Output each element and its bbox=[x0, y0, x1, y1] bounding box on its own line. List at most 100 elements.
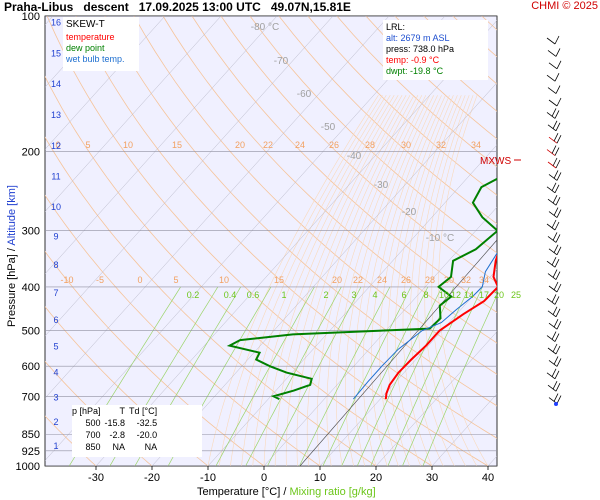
profile-lines bbox=[226, 177, 497, 401]
mixing-ratio-label: 12 bbox=[451, 290, 461, 300]
mixing-ratio-label: 1 bbox=[281, 290, 286, 300]
x-axis-separator: / bbox=[283, 486, 287, 498]
altitude-tick-label: 6 bbox=[53, 315, 58, 325]
dry-adiabat-line bbox=[249, 16, 497, 254]
mixing-ratio-label: 17 bbox=[479, 290, 489, 300]
wind-barb-shaft bbox=[546, 372, 556, 380]
isotherm-line bbox=[45, 16, 390, 399]
dry-adiabat-label: -10 °C bbox=[426, 233, 454, 244]
wind-barb-flag bbox=[551, 145, 557, 154]
pressure-tick-label: 200 bbox=[22, 146, 40, 158]
pressure-tick-label: 1000 bbox=[16, 461, 40, 473]
sounding-datetime: 17.09.2025 13:00 UTC bbox=[138, 0, 261, 14]
mixing-ratio-label: 25 bbox=[511, 290, 521, 300]
moist-adiabat-label: 15 bbox=[172, 140, 182, 150]
moist-adiabat-line bbox=[306, 95, 415, 466]
wind-barb-shaft bbox=[547, 347, 557, 355]
pressure-tick-label: 600 bbox=[22, 361, 40, 373]
wind-barb-shaft bbox=[546, 112, 556, 119]
wind-barb-shaft bbox=[547, 50, 557, 57]
mixing-ratio-label: 3 bbox=[351, 290, 356, 300]
wind-barb-flag bbox=[556, 172, 562, 181]
reference-diagonal-line bbox=[299, 239, 497, 466]
wind-barb-flag bbox=[554, 259, 560, 268]
pressure-tick-label: 500 bbox=[22, 326, 40, 338]
wind-barb-flag bbox=[551, 182, 557, 191]
altitude-tick-label: 15 bbox=[51, 48, 61, 58]
wind-barb-flag bbox=[551, 331, 557, 340]
wind-barb-shaft bbox=[548, 248, 558, 256]
moist-adiabat-label: 28 bbox=[365, 140, 375, 150]
wind-barb-shaft bbox=[546, 335, 556, 342]
station-name: Praha-Libus bbox=[4, 0, 74, 14]
wind-barbs bbox=[546, 35, 562, 406]
moist-adiabat-label: 10 bbox=[123, 140, 133, 150]
wind-barb-shaft bbox=[546, 186, 556, 194]
wind-barb-flag bbox=[552, 120, 558, 129]
wind-barb-flag bbox=[552, 195, 558, 204]
moist-adiabat-line bbox=[431, 95, 478, 466]
moist-adiabat-label: 10 bbox=[219, 275, 229, 285]
wind-barb-shaft bbox=[546, 149, 556, 156]
isotherm-line bbox=[45, 16, 166, 150]
lrl-title: LRL: bbox=[386, 22, 406, 32]
temperature-tick-label: -30 bbox=[88, 472, 104, 484]
moist-adiabat-line bbox=[274, 95, 403, 466]
x-axis-mix-label: Mixing ratio [g/kg] bbox=[289, 486, 376, 498]
wind-barb-flag bbox=[551, 108, 557, 117]
wind-barb-flag bbox=[552, 232, 558, 241]
wind-barb-flag bbox=[555, 48, 561, 57]
dry-adiabat-line bbox=[278, 16, 497, 225]
legend-title: SKEW-T bbox=[66, 19, 105, 30]
wet-bulb-line bbox=[353, 252, 497, 400]
table-row: 700 -2.8 -20.0 bbox=[72, 429, 161, 441]
dry-adiabat-line bbox=[220, 16, 497, 283]
wind-barb-shaft bbox=[548, 62, 558, 70]
wind-barb-shaft bbox=[547, 236, 557, 243]
wind-barb-flag bbox=[553, 170, 559, 179]
wind-barb-flag bbox=[551, 294, 557, 303]
legend-item-temperature: temperature bbox=[66, 32, 115, 42]
wind-barb-flag bbox=[551, 368, 557, 377]
temperature-line bbox=[384, 253, 497, 400]
wind-barb-flag bbox=[556, 135, 562, 144]
isotherm-line bbox=[95, 20, 497, 466]
wind-barb-flag bbox=[554, 184, 560, 193]
moist-adiabat-label: 26 bbox=[401, 275, 411, 285]
table-row: 500 -15.8 -32.5 bbox=[72, 417, 161, 429]
moist-adiabat-line bbox=[263, 95, 399, 466]
moist-adiabat-line bbox=[402, 95, 458, 466]
dry-adiabat-line bbox=[133, 16, 497, 375]
dry-adiabat-line bbox=[540, 16, 600, 466]
moist-adiabat-label: 0 bbox=[137, 275, 142, 285]
isotherm-line bbox=[544, 16, 600, 466]
moist-adiabat-label: 34 bbox=[471, 140, 481, 150]
altitude-tick-label: 2 bbox=[53, 417, 58, 427]
lrl-info: LRL: alt: 2679 m ASL press: 738.0 hPa te… bbox=[383, 20, 488, 80]
wind-barb-flag bbox=[554, 147, 560, 156]
wind-barb-shaft bbox=[546, 37, 556, 45]
moist-adiabat-line bbox=[438, 95, 489, 466]
y-axis-alt-label: Altitude [km] bbox=[6, 185, 18, 246]
wind-barb-shaft bbox=[547, 273, 557, 280]
wind-barb-shaft bbox=[547, 310, 557, 318]
wind-barb-flag bbox=[553, 281, 559, 291]
isotherm-line bbox=[487, 455, 497, 466]
dry-adiabat-label: -20 bbox=[402, 207, 417, 218]
wind-barb-flag bbox=[556, 321, 562, 330]
wind-barb-flag bbox=[555, 383, 561, 392]
dry-adiabat-line bbox=[191, 16, 497, 313]
table-cell: -32.5 bbox=[136, 418, 158, 428]
wind-barb-shaft bbox=[548, 136, 558, 144]
altitude-tick-label: 16 bbox=[51, 18, 61, 28]
pressure-tick-label: 850 bbox=[22, 429, 40, 441]
wind-barb-shaft bbox=[546, 298, 556, 305]
wind-barb-shaft bbox=[548, 322, 558, 330]
lrl-alt: alt: 2679 m ASL bbox=[386, 33, 450, 43]
mixing-ratio-label: 14 bbox=[464, 290, 474, 300]
moist-adiabat-label: 0 bbox=[55, 140, 60, 150]
x-axis-temp-label: Temperature [°C] bbox=[197, 486, 281, 498]
table-header: T bbox=[119, 406, 126, 416]
moist-adiabat-line bbox=[252, 95, 395, 466]
